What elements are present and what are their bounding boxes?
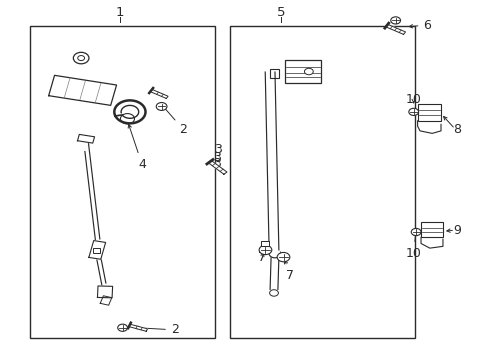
Text: 4: 4: [128, 125, 146, 171]
Polygon shape: [150, 89, 168, 98]
Circle shape: [120, 114, 134, 124]
Circle shape: [118, 324, 127, 331]
Circle shape: [304, 68, 313, 75]
Circle shape: [277, 252, 289, 262]
Bar: [30, 26, 215, 338]
Bar: [269, 69, 278, 78]
Bar: [420, 222, 442, 237]
Text: 2: 2: [135, 323, 178, 336]
Text: 1: 1: [116, 6, 124, 19]
Text: 3: 3: [212, 151, 220, 164]
Polygon shape: [420, 237, 442, 248]
Bar: [284, 60, 321, 83]
Text: 7: 7: [257, 251, 265, 264]
Bar: [260, 241, 268, 246]
Circle shape: [390, 17, 400, 24]
Text: 3: 3: [213, 143, 221, 156]
Circle shape: [269, 290, 278, 296]
Bar: [417, 104, 440, 121]
Circle shape: [259, 245, 271, 255]
Polygon shape: [97, 286, 112, 298]
Bar: [93, 248, 100, 253]
Text: 2: 2: [163, 106, 187, 136]
Text: 3: 3: [212, 157, 220, 170]
Polygon shape: [77, 134, 94, 143]
Polygon shape: [208, 161, 226, 174]
Text: 10: 10: [405, 232, 421, 260]
Text: 10: 10: [405, 93, 421, 106]
Text: 7: 7: [284, 260, 294, 282]
Text: 5: 5: [276, 6, 285, 19]
Polygon shape: [100, 296, 112, 305]
Polygon shape: [417, 121, 440, 134]
Circle shape: [410, 228, 420, 235]
Circle shape: [156, 103, 166, 111]
Text: 6: 6: [408, 19, 430, 32]
Text: 9: 9: [453, 224, 461, 237]
Polygon shape: [129, 324, 147, 331]
Circle shape: [73, 52, 89, 64]
Text: 8: 8: [453, 122, 461, 136]
Circle shape: [408, 108, 418, 116]
Polygon shape: [89, 240, 105, 259]
Circle shape: [78, 55, 84, 60]
Bar: [229, 26, 414, 338]
Polygon shape: [385, 24, 405, 35]
Polygon shape: [49, 75, 116, 105]
